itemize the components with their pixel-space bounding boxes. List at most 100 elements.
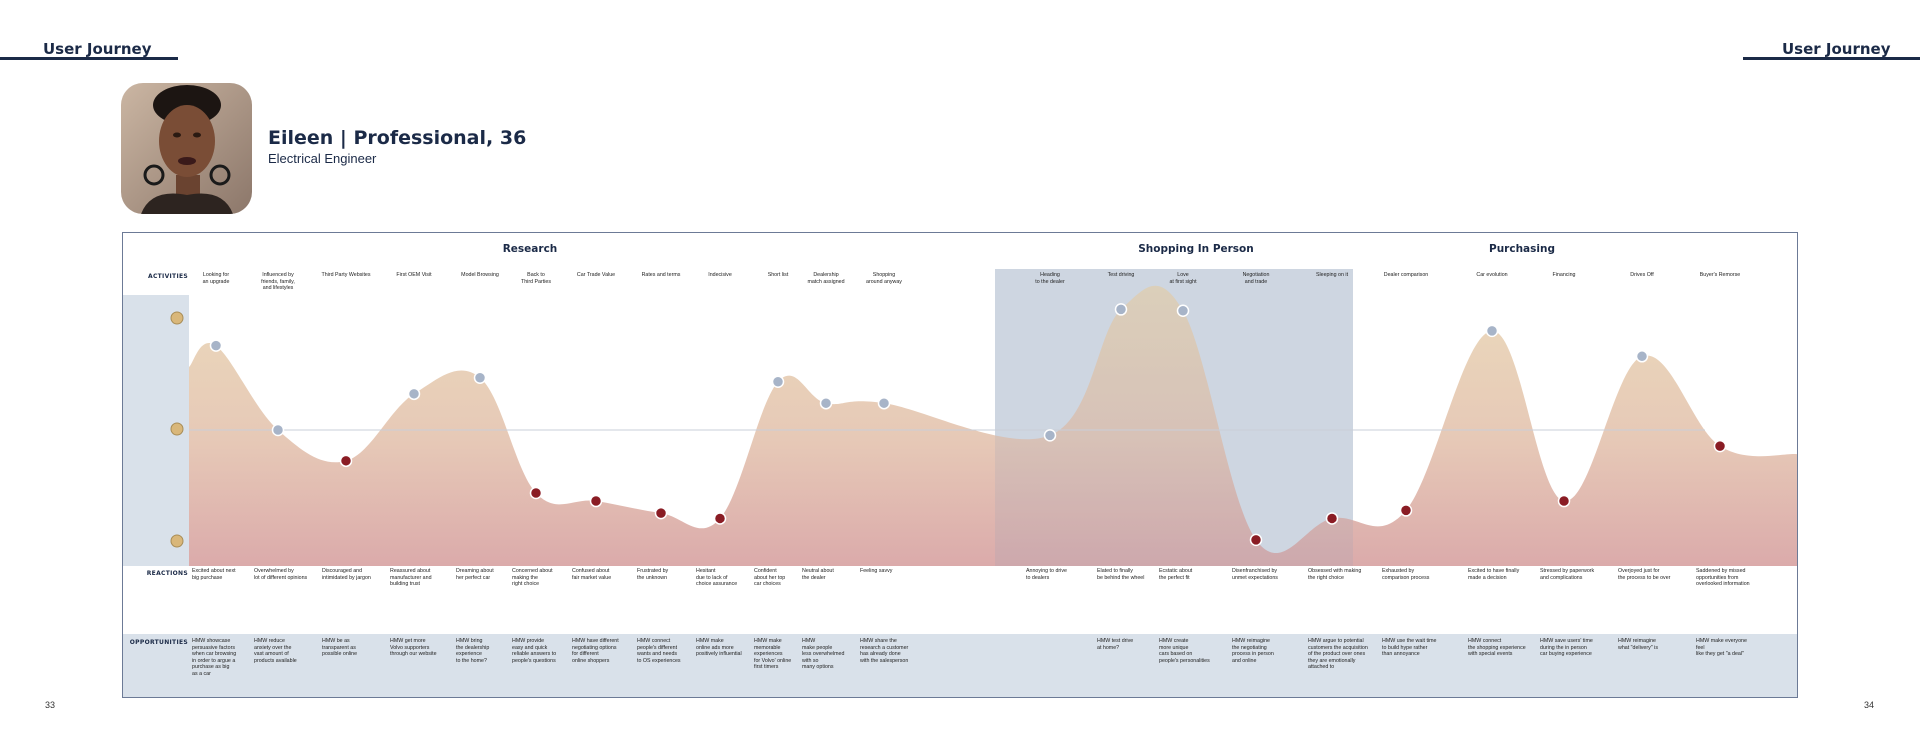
reaction-label: Annoying to drive to dealers [1026, 568, 1067, 581]
opportunity-label: HMW connect the shopping experience with… [1468, 638, 1526, 657]
right-page-number: 34 [1864, 700, 1875, 710]
activity-label: Car Trade Value [576, 272, 616, 278]
left-page-number: 33 [45, 700, 56, 710]
journey-point [589, 494, 603, 508]
reaction-label: Stressed by paperwork and complications [1540, 568, 1595, 581]
reaction-label: Confident about her top car choices [754, 568, 786, 587]
activity-label: Dealership match assigned [807, 272, 845, 285]
activity-label: Negotiation and trade [1242, 272, 1270, 285]
reaction-label: Excited about next big purchase [192, 568, 236, 581]
activity-label: Buyer's Remorse [1699, 272, 1741, 278]
activity-label: Love at first sight [1169, 272, 1197, 285]
opportunities-band [123, 634, 1797, 697]
opportunity-label: HMW make online ads more positively infl… [696, 638, 742, 657]
avatar-illustration [121, 83, 252, 214]
activity-label: Back to Third Parties [520, 272, 552, 285]
journey-point [1043, 429, 1057, 442]
journey-point [654, 506, 668, 520]
reaction-label: Saddened by missed opportunities from ov… [1696, 568, 1750, 587]
right-page-title: User Journey [1782, 40, 1891, 58]
activity-label: Third Party Websites [321, 272, 371, 278]
reaction-label: Frustrated by the unknown [637, 568, 669, 581]
activity-label: Indecisive [708, 272, 732, 278]
row-label-opportunities: OPPORTUNITIES [129, 639, 188, 646]
journey-point [819, 396, 833, 410]
activity-label: Influenced by friends, family, and lifes… [261, 272, 295, 291]
opportunity-label: HMW share the research a customer has al… [860, 638, 909, 664]
activity-label: Model Browsing [461, 272, 499, 278]
journey-point [1485, 324, 1499, 338]
journey-point [1114, 303, 1128, 316]
opportunity-label: HMW showcase persuasive factors when car… [192, 638, 237, 677]
reaction-label: Elated to finally be behind the wheel [1097, 568, 1145, 581]
left-page-title: User Journey [43, 40, 152, 58]
activity-label: First OEM Visit [396, 272, 432, 278]
opportunity-label: HMW have different negotiating options f… [572, 638, 619, 664]
row-label-reactions: REACTIONS [146, 570, 188, 577]
activity-label: Rates and terms [641, 272, 681, 278]
opportunity-label: HMW make memorable experiences for Volvo… [754, 638, 792, 670]
journey-point [713, 512, 727, 525]
emotion-scale-marker [170, 422, 184, 436]
emotion-curve-area [189, 285, 1797, 566]
journey-point [1249, 533, 1263, 547]
left-title-rule [0, 57, 178, 60]
journey-point [339, 454, 353, 468]
activity-label: Drives Off [1630, 272, 1654, 278]
persona-avatar [121, 83, 252, 214]
reaction-label: Overjoyed just for the process to be ove… [1618, 568, 1671, 581]
journey-point [209, 339, 223, 352]
journey-map-frame [122, 232, 1798, 698]
persona-name: Eileen | Professional, 36 [268, 127, 527, 149]
opportunity-label: HMW reduce anxiety over the vast amount … [254, 638, 297, 664]
reaction-label: Dreaming about her perfect car [456, 568, 494, 581]
reaction-label: Disenfranchised by unmet expectations [1232, 568, 1278, 581]
opportunity-label: HMW make people less overwhelmed with so… [802, 638, 845, 670]
opportunity-label: HMW reimagine what "delivery" is [1618, 638, 1658, 651]
reaction-label: Obsessed with making the right choice [1308, 568, 1362, 581]
reaction-label: Ecstatic about the perfect fit [1159, 568, 1193, 581]
reaction-label: Reassured about manufacturer and buildin… [390, 568, 432, 587]
opportunity-label: HMW be as transparent as possible online [322, 638, 358, 657]
persona-role: Electrical Engineer [268, 151, 377, 166]
row-label-activities: ACTIVITIES [148, 273, 188, 280]
activity-label: Short list [767, 272, 789, 278]
reaction-label: Hesitant due to lack of choice assurance [696, 568, 738, 587]
emotion-scale-marker [170, 534, 184, 548]
reaction-label: Excited to have finally made a decision [1468, 568, 1520, 581]
activity-label: Looking for an upgrade [202, 272, 230, 285]
journey-point [1713, 439, 1727, 453]
journey-point [407, 387, 421, 401]
reaction-label: Confused about fair market value [572, 568, 612, 581]
activity-label: Dealer comparison [1383, 272, 1429, 278]
activity-label: Test driving [1107, 272, 1135, 278]
reaction-label: Discouraged and intimidated by jargon [322, 568, 371, 581]
reaction-label: Neutral about the dealer [802, 568, 834, 581]
opportunity-label: HMW reimagine the negotiating process in… [1232, 638, 1274, 664]
journey-point [877, 396, 891, 410]
emotion-scale-marker [170, 311, 184, 325]
opportunity-label: HMW save users' time during the in perso… [1540, 638, 1593, 657]
journey-point [271, 423, 285, 437]
phase-purchasing: Purchasing [1489, 243, 1555, 255]
opportunity-label: HMW create more unique cars based on peo… [1159, 638, 1210, 664]
band-overlay [995, 269, 1353, 566]
phase-shopping-in-person: Shopping In Person [1138, 243, 1254, 255]
journey-point [1635, 350, 1649, 363]
opportunity-label: HMW test drive at home? [1097, 638, 1134, 651]
opportunity-label: HMW provide easy and quick reliable answ… [512, 638, 557, 664]
opportunity-label: HMW argue to potential customers the acq… [1308, 638, 1368, 670]
opportunity-label: HMW make everyone feel like they get "a … [1696, 638, 1747, 657]
activity-label: Sleeping on it [1315, 272, 1349, 278]
reaction-label: Overwhelmed by lot of different opinions [254, 568, 308, 581]
opportunity-label: HMW use the wait time to build hype rath… [1382, 638, 1437, 657]
journey-point [473, 371, 487, 384]
activity-label: Shopping around anyway [866, 272, 902, 285]
reaction-label: Concerned about making the right choice [512, 568, 553, 587]
opportunity-label: HMW bring the dealership experience to t… [456, 638, 490, 664]
journey-point [1399, 504, 1413, 517]
reaction-label: Exhausted by comparison process [1382, 568, 1430, 581]
activity-label: Financing [1552, 272, 1576, 278]
reaction-label: Feeling savvy [860, 568, 893, 574]
